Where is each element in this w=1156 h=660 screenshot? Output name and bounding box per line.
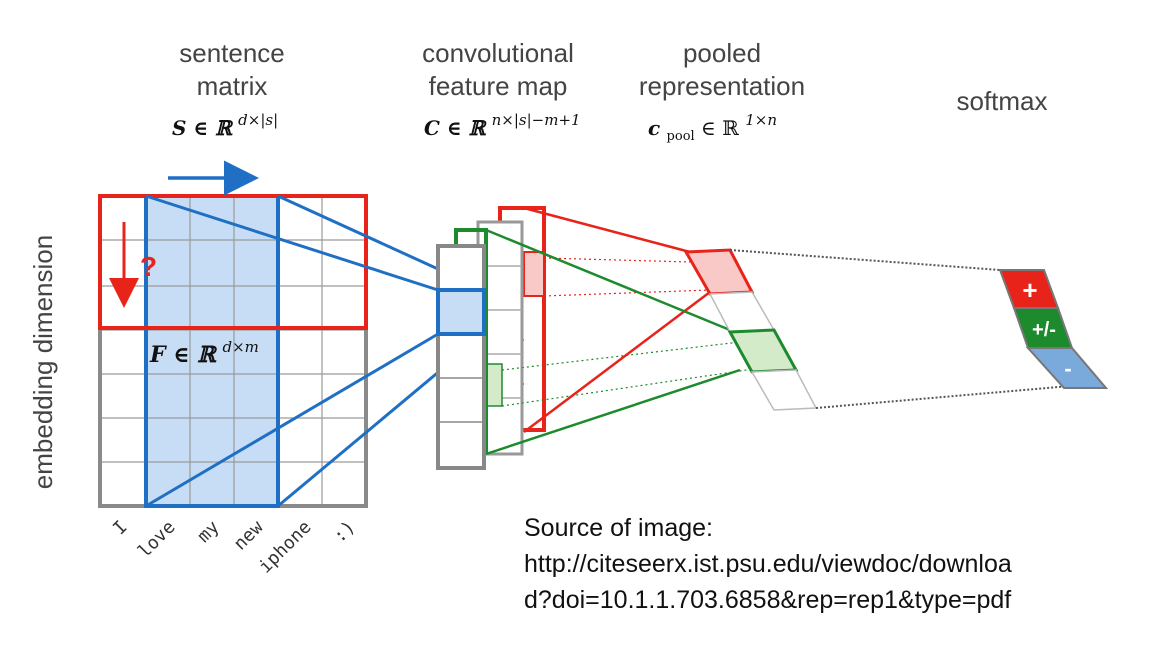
feature-map-formula-sup: n×|s|−m+1 [492,111,581,129]
feature-map-red-highlight [523,251,545,297]
feature-map-front [436,244,486,470]
pooling-dotted-lines [501,257,761,407]
softmax-neutral-label: +/- [1032,319,1056,341]
source-label: Source of image: [524,514,713,542]
softmax-output: + +/- - [998,269,1109,389]
sentence-matrix-title-line2: matrix [197,71,268,101]
pooled-formula-rest: ∈ ℝ [701,116,739,140]
sentence-matrix [98,194,368,508]
filter-formula: F ∈ ℝ d×m [149,338,259,368]
pooled-formula-base: c [648,116,660,140]
word-label: :) [329,517,359,547]
sentence-matrix-title-line1: sentence [179,38,285,68]
sentence-matrix-formula-sup: d×|s| [238,111,278,129]
softmax-minus-label: - [1064,356,1071,381]
filter-formula-base: F ∈ ℝ [149,342,217,368]
pooled-cell-green [727,328,799,374]
word-label: iphone [255,517,316,578]
source-url-line1[interactable]: http://citeseerx.ist.psu.edu/viewdoc/dow… [524,550,1012,578]
word-label: my [193,517,223,547]
red-highlight-box [98,194,368,330]
source-url-line2[interactable]: d?doi=10.1.1.703.6858&rep=rep1&type=pdf [524,586,1012,614]
pooled-cell [750,369,818,411]
softmax-minus-cell [1025,347,1109,389]
feature-map-title-line1: convolutional [422,38,574,68]
feature-map-active-cell [436,288,486,336]
embedding-dimension-label: embedding dimension [28,235,58,489]
pooling-solid-lines [485,206,741,456]
softmax-plus-label: + [1022,275,1037,305]
softmax-title: softmax [956,86,1047,116]
feature-map-formula: C ∈ ℝ n×|s|−m+1 [424,111,581,140]
sentence-matrix-formula-base: S ∈ ℝ [172,116,234,140]
word-label: love [134,517,180,563]
source-citation: Source of image: http://citeseerx.ist.ps… [524,510,1154,618]
feature-map-formula-base: C ∈ ℝ [424,116,488,140]
pooled-formula: c pool ∈ ℝ 1×n [648,111,777,145]
word-label: new [230,517,268,555]
question-mark: ? [140,251,157,282]
softmax-dotted-lines [729,249,1071,409]
pooled-formula-sup: 1×n [745,111,777,129]
filter-formula-sup: d×m [223,338,259,356]
filter-region-fill [146,196,278,506]
pooled-cell-red [683,248,755,296]
pooled-title-line1: pooled [683,38,761,68]
feature-map-title-line2: feature map [429,71,568,101]
word-labels: I love my new iphone :) [109,517,360,578]
pooled-representation [683,248,818,411]
pooled-title-line2: representation [639,71,805,101]
sentence-matrix-formula: S ∈ ℝ d×|s| [172,111,278,140]
word-label: I [109,517,132,540]
pooled-formula-sub: pool [667,129,695,144]
